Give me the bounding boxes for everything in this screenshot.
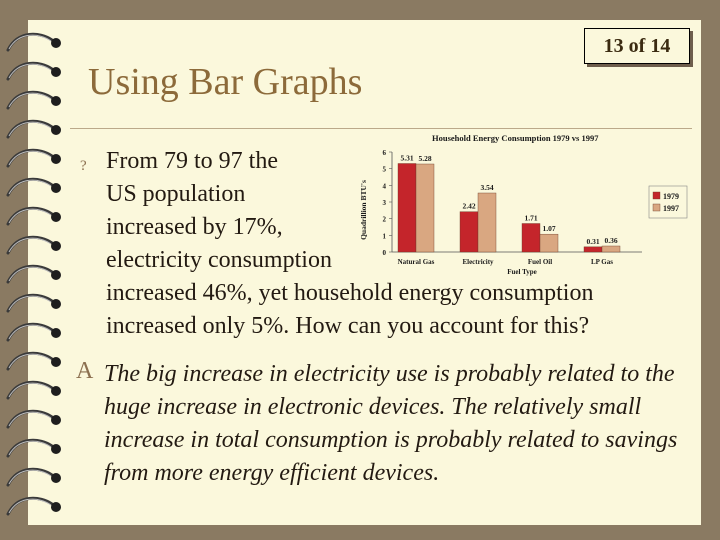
answer-text: The big increase in electricity use is p…: [104, 361, 678, 486]
slide-title: Using Bar Graphs: [88, 61, 363, 103]
data-label: 5.28: [418, 154, 431, 163]
y-axis-label: Quadrillion BTU's: [359, 180, 368, 240]
binder-ring-icon: [6, 322, 61, 342]
y-tick-label: 0: [383, 249, 387, 257]
data-label: 0.31: [586, 237, 599, 246]
notebook-paper: [28, 20, 701, 525]
legend-label: 1997: [663, 204, 679, 213]
binder-ring-icon: [6, 90, 61, 110]
chart-title: Household Energy Consumption 1979 vs 199…: [432, 133, 599, 143]
bar-1979-electricity: [459, 211, 479, 253]
bar-1997-fuel-oil: [539, 233, 559, 253]
data-label: 3.54: [480, 183, 493, 192]
binder-ring-icon: [6, 206, 61, 226]
x-tick-label: Electricity: [462, 258, 494, 266]
x-axis-label: Fuel Type: [507, 268, 537, 276]
binder-ring-icon: [6, 293, 61, 313]
y-tick-label: 6: [383, 149, 387, 157]
data-label: 0.36: [604, 236, 617, 245]
data-label: 2.42: [462, 202, 475, 211]
bar-1997-lp-gas: [601, 245, 621, 253]
bar-1979-fuel-oil: [521, 223, 541, 253]
question-line: increased 46%, yet household energy cons…: [106, 280, 594, 306]
x-tick-label: LP Gas: [591, 258, 613, 266]
binder-ring-icon: [6, 61, 61, 81]
question-marker: ?: [80, 158, 87, 174]
legend-label: 1979: [663, 192, 679, 201]
binder-ring-icon: [6, 496, 61, 516]
binder-ring-icon: [6, 119, 61, 139]
bar-1997-electricity: [477, 192, 497, 253]
y-tick-label: 5: [383, 166, 387, 174]
binder-ring-icon: [6, 351, 61, 371]
bar-1979-natural-gas: [397, 163, 417, 253]
binder-ring-icon: [6, 177, 61, 197]
binder-ring-icon: [6, 148, 61, 168]
answer-marker: A: [76, 358, 94, 384]
bar-1997-natural-gas: [415, 163, 435, 253]
question-line: increased by 17%,: [106, 214, 283, 240]
binder-rings: [6, 32, 61, 516]
data-label: 1.07: [542, 224, 555, 233]
binder-ring-icon: [6, 32, 61, 52]
question-line: US population: [106, 181, 246, 207]
y-tick-label: 2: [383, 216, 387, 224]
bar-chart: Household Energy Consumption 1979 vs 199…: [359, 133, 688, 276]
legend-swatch: [652, 203, 661, 212]
data-label: 5.31: [400, 154, 413, 163]
x-tick-label: Fuel Oil: [528, 258, 552, 266]
question-line: increased only 5%. How can you account f…: [106, 313, 590, 339]
y-tick-label: 4: [383, 182, 387, 190]
question-line: From 79 to 97 the: [106, 148, 278, 174]
binder-ring-icon: [6, 380, 61, 400]
x-tick-label: Natural Gas: [398, 258, 435, 266]
y-tick-label: 1: [383, 232, 387, 240]
page-number-badge: 13 of 14: [584, 28, 690, 64]
data-label: 1.71: [524, 214, 537, 223]
binder-ring-icon: [6, 235, 61, 255]
binder-ring-icon: [6, 409, 61, 429]
legend-swatch: [652, 191, 661, 200]
y-tick-label: 3: [383, 199, 387, 207]
binder-ring-icon: [6, 467, 61, 487]
binder-ring-icon: [6, 264, 61, 284]
question-line: electricity consumption: [106, 247, 332, 273]
legend-box: [648, 185, 688, 219]
title-divider: [70, 128, 692, 129]
bar-1979-lp-gas: [583, 246, 603, 253]
binder-ring-icon: [6, 438, 61, 458]
